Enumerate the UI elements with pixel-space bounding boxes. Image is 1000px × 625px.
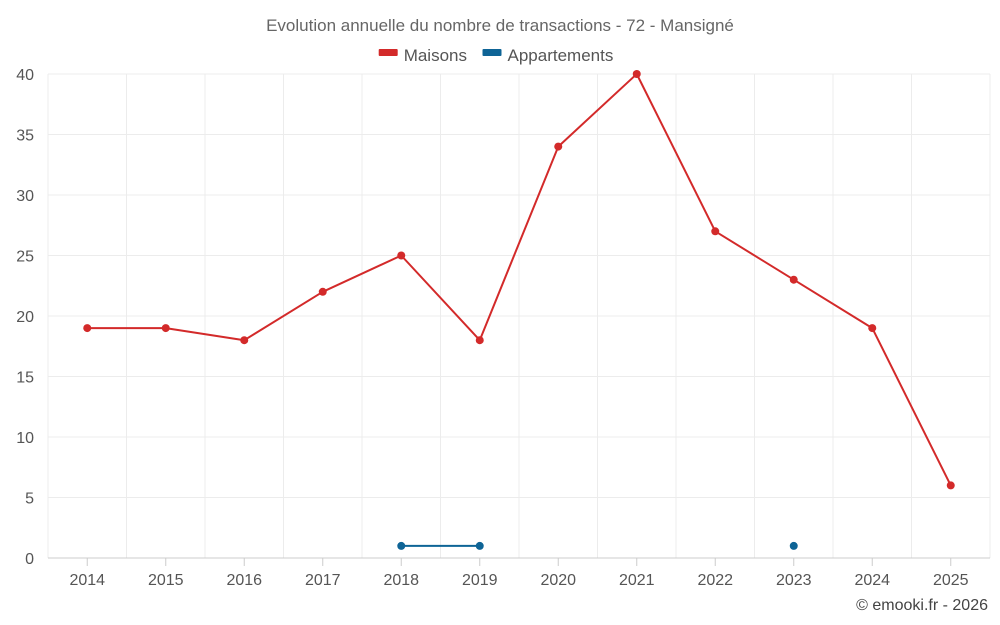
- data-point-appartements: [475, 541, 484, 550]
- data-point-appartements: [397, 541, 406, 550]
- y-tick-label: 5: [25, 491, 34, 508]
- series-layer: [83, 70, 955, 550]
- data-point-maisons: [554, 142, 563, 151]
- data-point-maisons: [83, 324, 92, 333]
- x-tick-label: 2023: [776, 572, 812, 589]
- series-maisons: [83, 70, 955, 490]
- gridlines: [47, 73, 991, 559]
- legend: Maisons Appartements: [378, 46, 614, 65]
- x-tick-label: 2019: [462, 572, 498, 589]
- data-point-maisons: [475, 336, 484, 345]
- chart-title: Evolution annuelle du nombre de transact…: [266, 16, 734, 35]
- legend-swatch: [378, 49, 398, 56]
- y-tick-label: 25: [16, 249, 34, 266]
- credit-text: © emooki.fr - 2026: [856, 597, 988, 614]
- x-tick-label: 2025: [933, 572, 969, 589]
- x-tick-label: 2021: [619, 572, 655, 589]
- y-tick-label: 10: [16, 430, 34, 447]
- x-tick-label: 2017: [305, 572, 341, 589]
- series-appartements: [397, 541, 798, 550]
- legend-item-maisons: Maisons: [378, 46, 467, 65]
- x-tick-label: 2024: [854, 572, 890, 589]
- series-line-maisons: [87, 73, 952, 486]
- data-point-maisons: [240, 336, 249, 345]
- data-point-maisons: [946, 481, 955, 490]
- x-tick-label: 2016: [226, 572, 262, 589]
- data-point-maisons: [632, 70, 641, 78]
- legend-label: Appartements: [508, 46, 614, 65]
- x-tick-label: 2020: [540, 572, 576, 589]
- data-point-maisons: [161, 324, 170, 333]
- y-tick-label: 20: [16, 309, 34, 326]
- data-point-maisons: [318, 287, 327, 296]
- data-point-maisons: [868, 324, 877, 333]
- y-tick-label: 30: [16, 188, 34, 205]
- y-tick-label: 0: [25, 551, 34, 568]
- y-tick-label: 40: [16, 67, 34, 84]
- y-tick-label: 15: [16, 370, 34, 387]
- x-tick-label: 2022: [697, 572, 733, 589]
- x-tick-label: 2014: [69, 572, 105, 589]
- legend-label: Maisons: [404, 46, 467, 65]
- data-point-maisons: [397, 251, 406, 260]
- data-point-maisons: [789, 275, 798, 284]
- x-tick-label: 2018: [383, 572, 419, 589]
- data-point-appartements: [789, 541, 798, 550]
- legend-item-appartements: Appartements: [482, 46, 614, 65]
- legend-swatch: [482, 49, 502, 56]
- data-point-maisons: [711, 227, 720, 236]
- x-tick-label: 2015: [148, 572, 184, 589]
- y-tick-label: 35: [16, 128, 34, 145]
